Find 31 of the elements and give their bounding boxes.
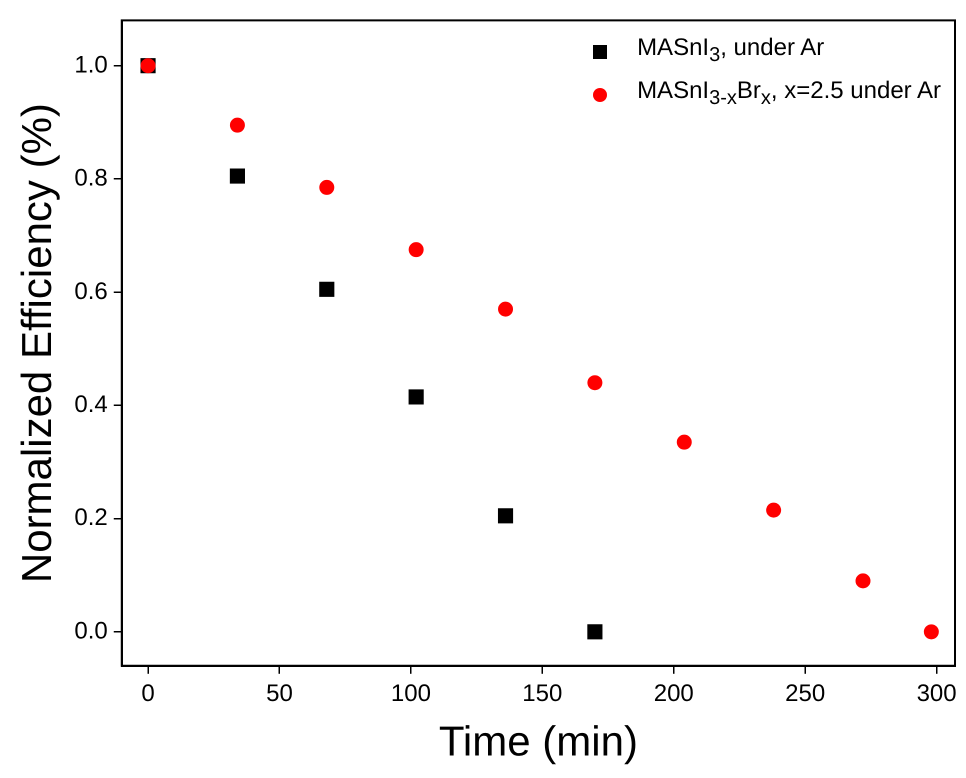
point [856, 573, 871, 588]
point [408, 389, 424, 404]
y-tick-label: 0.0 [74, 617, 108, 644]
point [676, 434, 692, 450]
point [319, 282, 334, 297]
x-tick-label: 250 [785, 680, 826, 707]
point [319, 180, 334, 195]
point [498, 302, 514, 317]
x-tick-label: 100 [390, 680, 431, 707]
x-tick-label: 0 [141, 680, 155, 707]
x-axis-title: Time (min) [438, 717, 638, 764]
point [230, 118, 245, 133]
legend-label: MASnI$_{3-x}$Br$_{x}$, x=2.5 under Ar [637, 76, 941, 111]
point [766, 502, 782, 518]
y-tick-label: 0.8 [74, 164, 108, 192]
y-tick-label: 0.4 [74, 391, 108, 418]
y-axis-title: Normalized Efficiency (%) [12, 103, 60, 584]
x-tick-label: 200 [654, 680, 694, 707]
y-tick-label: 1.0 [74, 51, 108, 78]
x-tick-label: 150 [522, 680, 562, 707]
y-tick-label: 0.6 [74, 278, 108, 305]
point [587, 375, 602, 390]
point [230, 168, 245, 184]
x-tick-label: 50 [266, 680, 293, 707]
point [587, 624, 602, 640]
y-tick-label: 0.2 [74, 504, 108, 532]
legend-label: MASnI$_{3}$, under Ar [637, 33, 824, 68]
point [924, 624, 939, 640]
point [498, 508, 514, 524]
x-tick-label: 300 [916, 680, 957, 707]
point [408, 242, 424, 258]
